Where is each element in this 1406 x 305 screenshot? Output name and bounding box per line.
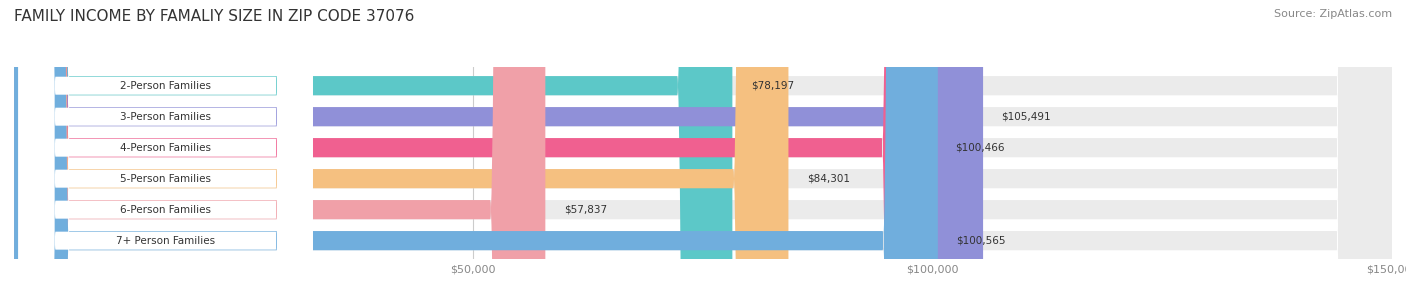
Text: 7+ Person Families: 7+ Person Families <box>117 236 215 246</box>
Text: Source: ZipAtlas.com: Source: ZipAtlas.com <box>1274 9 1392 19</box>
FancyBboxPatch shape <box>14 0 938 305</box>
Text: 6-Person Families: 6-Person Families <box>120 205 211 215</box>
FancyBboxPatch shape <box>14 0 733 305</box>
FancyBboxPatch shape <box>14 0 1392 305</box>
FancyBboxPatch shape <box>14 0 1392 305</box>
FancyBboxPatch shape <box>14 0 1392 305</box>
Text: $78,197: $78,197 <box>751 81 794 91</box>
FancyBboxPatch shape <box>18 0 312 305</box>
FancyBboxPatch shape <box>14 0 1392 305</box>
FancyBboxPatch shape <box>14 0 1392 305</box>
Text: 4-Person Families: 4-Person Families <box>120 143 211 153</box>
Text: FAMILY INCOME BY FAMALIY SIZE IN ZIP CODE 37076: FAMILY INCOME BY FAMALIY SIZE IN ZIP COD… <box>14 9 415 24</box>
FancyBboxPatch shape <box>14 0 789 305</box>
Text: 2-Person Families: 2-Person Families <box>120 81 211 91</box>
FancyBboxPatch shape <box>18 0 312 305</box>
FancyBboxPatch shape <box>18 0 312 305</box>
FancyBboxPatch shape <box>14 0 936 305</box>
FancyBboxPatch shape <box>18 0 312 305</box>
FancyBboxPatch shape <box>14 0 983 305</box>
FancyBboxPatch shape <box>18 0 312 305</box>
Text: 3-Person Families: 3-Person Families <box>120 112 211 122</box>
Text: 5-Person Families: 5-Person Families <box>120 174 211 184</box>
Text: $100,565: $100,565 <box>956 236 1005 246</box>
Text: $57,837: $57,837 <box>564 205 607 215</box>
Text: $84,301: $84,301 <box>807 174 849 184</box>
Text: $105,491: $105,491 <box>1001 112 1052 122</box>
FancyBboxPatch shape <box>18 0 312 305</box>
FancyBboxPatch shape <box>14 0 546 305</box>
FancyBboxPatch shape <box>14 0 1392 305</box>
Text: $100,466: $100,466 <box>955 143 1005 153</box>
